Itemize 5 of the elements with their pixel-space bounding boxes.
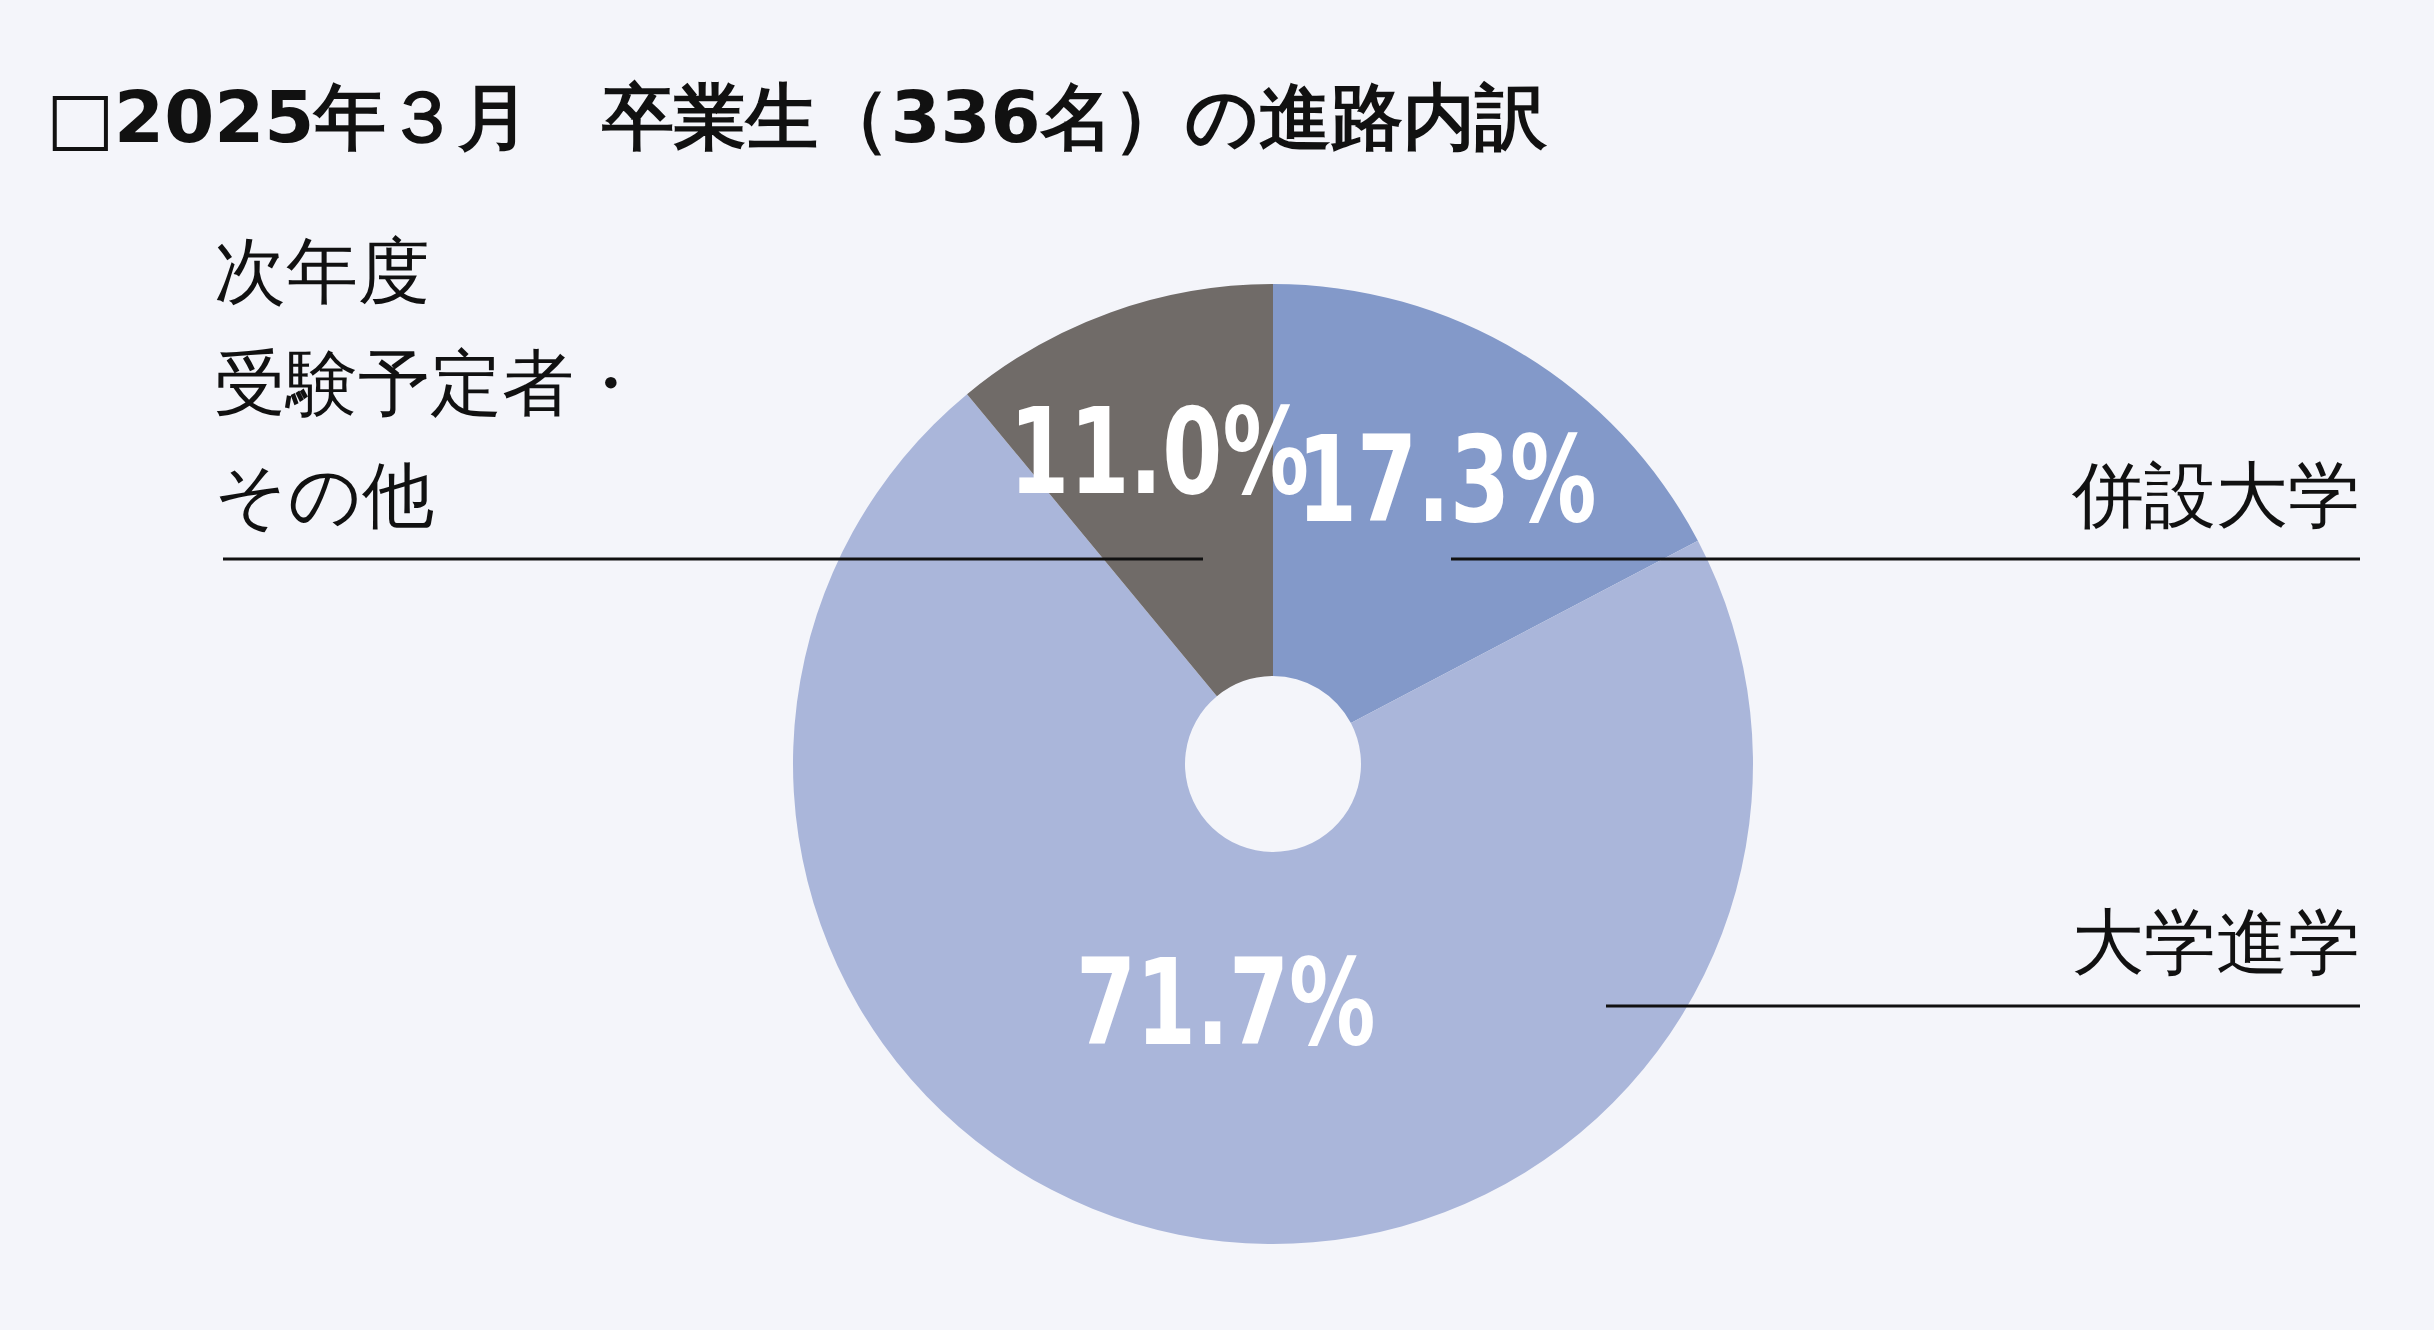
slice-label: 併設大学 xyxy=(2072,452,2360,539)
data-label: 71.7% xyxy=(1075,932,1376,1074)
slice-label: 大学進学 xyxy=(2072,899,2360,986)
slice-label: 次年度受験予定者・その他 xyxy=(214,228,647,539)
chart-title: □2025年３月 卒業生（336名）の進路内訳 xyxy=(46,75,1548,159)
